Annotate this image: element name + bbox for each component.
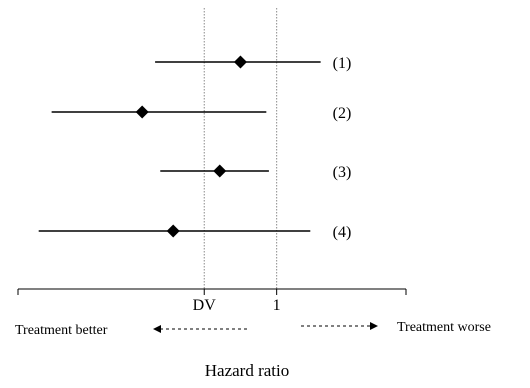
reference-label-0: DV [193,297,217,314]
forest-rows: (1) (2) (3) (4) [38,55,352,241]
x-axis-title: Hazard ratio [205,361,289,380]
row-label-1: (1) [333,55,352,72]
point-estimate-2 [135,105,149,119]
row-label-3: (3) [333,164,352,181]
row-label-2: (2) [333,105,352,122]
reference-label-1: 1 [273,297,281,314]
point-estimate-4 [166,224,180,238]
treatment-worse-label: Treatment worse [397,320,491,335]
point-estimate-1 [233,55,247,69]
x-axis-ticks: DV 1 [17,289,407,314]
reference-lines [203,8,278,289]
point-estimate-3 [213,164,227,178]
row-label-4: (4) [333,224,352,241]
treatment-better-label: Treatment better [15,323,108,338]
